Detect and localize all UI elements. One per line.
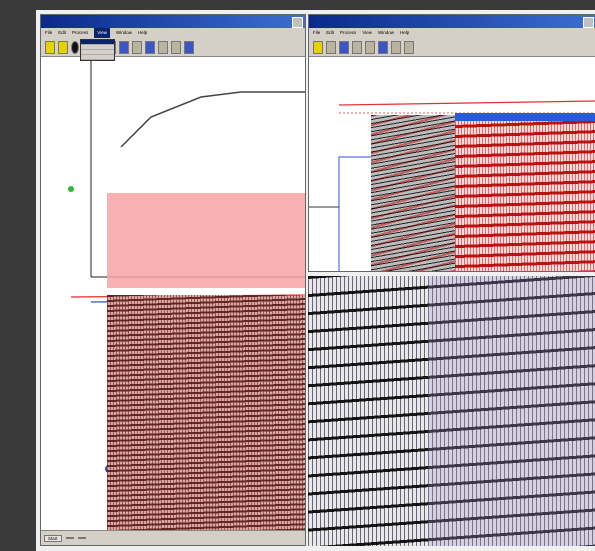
seismic-zoom-panel — [308, 276, 595, 546]
seismic-section-red — [455, 115, 595, 271]
tool-button[interactable] — [313, 40, 323, 54]
green-marker-icon — [68, 186, 74, 192]
right-menu-bar: File Edit Process View Window Help — [309, 28, 595, 38]
right-window: File Edit Process View Window Help — [308, 14, 595, 272]
tool-button[interactable] — [365, 40, 375, 54]
start-button[interactable]: Start — [44, 534, 62, 542]
taskbar-button[interactable] — [65, 537, 74, 539]
dropdown-item[interactable] — [81, 40, 114, 45]
tool-button[interactable] — [132, 40, 142, 54]
tool-button[interactable] — [58, 40, 68, 54]
tool-button[interactable] — [326, 40, 336, 54]
menu-item[interactable]: View — [362, 30, 372, 35]
tool-button[interactable] — [404, 40, 414, 54]
tool-button[interactable] — [45, 40, 55, 54]
left-window: File Edit Process View Window Help — [40, 14, 306, 546]
right-toolbar — [309, 38, 595, 57]
menu-item[interactable]: Edit — [58, 30, 67, 35]
taskbar: Start — [41, 530, 305, 545]
menu-item[interactable]: Process — [72, 30, 89, 35]
menu-item[interactable]: Window — [115, 30, 132, 35]
subwindow-title[interactable] — [455, 113, 595, 121]
taskbar-button[interactable] — [77, 537, 86, 539]
close-icon[interactable] — [583, 17, 594, 28]
seismic-section-gray — [371, 115, 455, 271]
right-plot-area[interactable] — [309, 57, 595, 271]
dropdown-item[interactable] — [81, 45, 114, 50]
tool-button[interactable] — [171, 40, 181, 54]
tool-button[interactable] — [145, 40, 155, 54]
menu-item[interactable]: File — [45, 30, 53, 35]
menu-item[interactable]: Help — [400, 30, 410, 35]
tool-button[interactable] — [158, 40, 168, 54]
tool-button[interactable] — [378, 40, 388, 54]
menu-item[interactable]: File — [313, 30, 321, 35]
menu-item[interactable]: View — [94, 28, 110, 38]
tool-button[interactable] — [119, 40, 129, 54]
dropdown-item[interactable] — [81, 55, 114, 60]
dropdown-item[interactable] — [81, 50, 114, 55]
menu-item[interactable]: Process — [340, 30, 357, 35]
window-dropdown-menu — [80, 39, 115, 61]
right-title-bar — [309, 15, 595, 28]
seismic-section-left — [107, 295, 305, 545]
menu-item[interactable]: Edit — [326, 30, 335, 35]
tool-button[interactable] — [71, 40, 79, 54]
close-icon[interactable] — [292, 17, 303, 28]
menu-item[interactable]: Help — [138, 30, 148, 35]
pink-selection-region — [107, 193, 305, 288]
tool-button[interactable] — [352, 40, 362, 54]
tool-button[interactable] — [339, 40, 349, 54]
tool-button[interactable] — [391, 40, 401, 54]
left-menu-bar: File Edit Process View Window Help — [41, 28, 305, 38]
left-plot-area[interactable] — [41, 57, 305, 545]
menu-item[interactable]: Window — [377, 30, 394, 35]
left-title-bar — [41, 15, 305, 28]
tool-button[interactable] — [184, 40, 194, 54]
